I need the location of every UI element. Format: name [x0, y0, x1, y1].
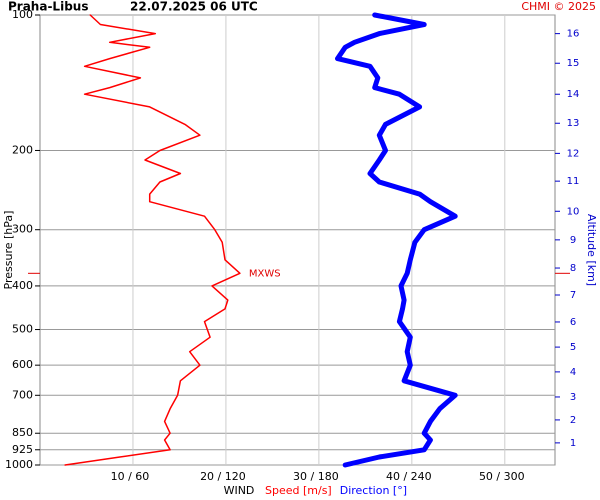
- y-tick-label: 300: [12, 223, 33, 236]
- plot-frame: [39, 14, 556, 466]
- legend-label: Speed [m/s]: [265, 484, 332, 497]
- y2-tick-label: 15: [567, 58, 580, 69]
- y-axis-label: Pressure [hPa]: [2, 211, 15, 290]
- y2-tick-label: 12: [567, 148, 580, 159]
- y-tick-label: 1000: [5, 458, 33, 471]
- y2-tick-label: 11: [567, 176, 580, 187]
- y-tick-label: 600: [12, 358, 33, 371]
- x-tick-label: 40 / 240: [386, 470, 432, 483]
- x-tick-label: 50 / 300: [479, 470, 525, 483]
- x-tick-label: 10 / 60: [111, 470, 150, 483]
- chart-subtitle: 22.07.2025 06 UTC: [130, 0, 258, 14]
- y2-tick-label: 7: [570, 290, 576, 301]
- x-axis-label: WIND: [224, 484, 255, 497]
- y2-tick-label: 6: [570, 317, 576, 328]
- y-tick-label: 700: [12, 388, 33, 401]
- chart-title: Praha-Libus: [8, 0, 88, 14]
- y2-tick-label: 3: [570, 392, 576, 403]
- y2-tick-label: 5: [570, 342, 576, 353]
- y2-tick-label: 14: [567, 89, 580, 100]
- y-tick-label: 925: [12, 443, 33, 456]
- y2-tick-label: 9: [570, 235, 576, 246]
- y-tick-label: 400: [12, 279, 33, 292]
- y-tick-label: 500: [12, 323, 33, 336]
- wind-line: [64, 14, 241, 466]
- annotation: MXWS: [249, 268, 281, 279]
- y2-tick-label: 8: [570, 263, 576, 274]
- y2-tick-label: 16: [567, 29, 580, 40]
- y2-tick-label: 10: [567, 206, 580, 217]
- y2-tick-label: 4: [570, 367, 576, 378]
- y-tick-label: 850: [12, 426, 33, 439]
- y2-tick-label: 13: [567, 118, 580, 129]
- credit: CHMI © 2025: [521, 0, 596, 13]
- x-tick-label: 20 / 120: [200, 470, 246, 483]
- y2-axis-label: Altitude [km]: [585, 214, 598, 286]
- y-tick-label: 100: [12, 8, 33, 21]
- y2-tick-label: 2: [570, 415, 576, 426]
- x-tick-label: 30 / 180: [293, 470, 339, 483]
- legend-label: Direction [°]: [340, 484, 407, 497]
- wind-line: [335, 12, 458, 468]
- y-tick-label: 200: [12, 143, 33, 156]
- y2-tick-label: 1: [570, 438, 576, 449]
